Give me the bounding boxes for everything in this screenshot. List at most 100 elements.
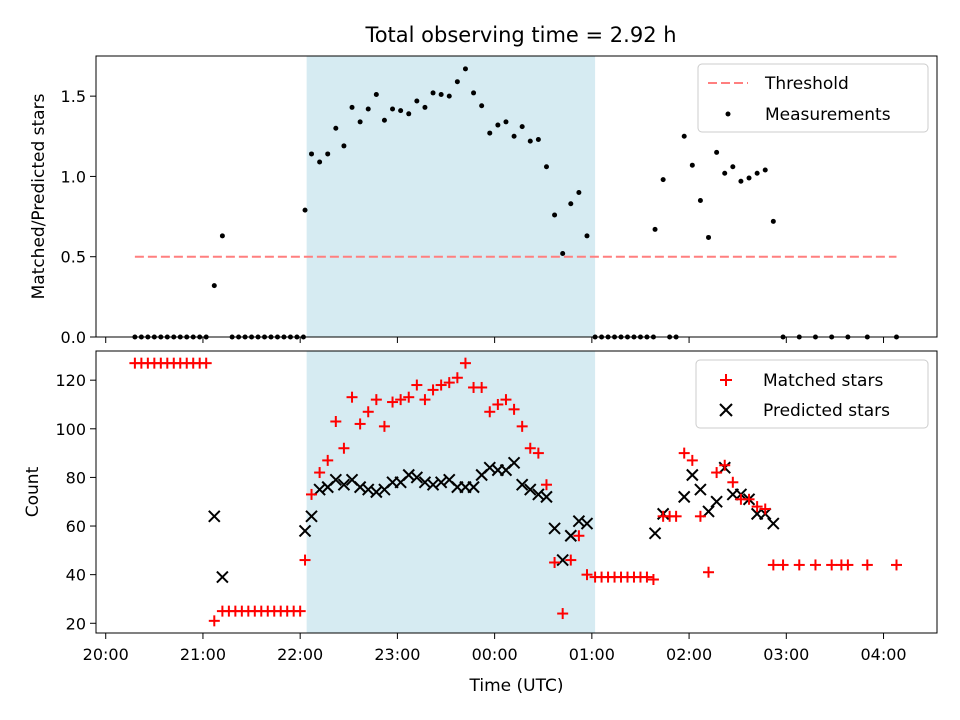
- matched-star-point: [362, 406, 374, 418]
- measurement-point: [479, 103, 485, 109]
- predicted-star-point: [298, 524, 312, 538]
- matched-star-point: [703, 566, 715, 578]
- ratio-y-tick-label: 1.5: [61, 87, 86, 106]
- predicted-star-point: [580, 517, 594, 530]
- measurement-point: [503, 119, 509, 125]
- measurement-point: [552, 212, 558, 218]
- measurement-point: [754, 170, 760, 176]
- matched-star-point: [581, 569, 593, 581]
- measurement-point: [317, 159, 323, 165]
- predicted-legend-swatch: [719, 403, 733, 417]
- x-tick-label: 20:00: [83, 645, 129, 664]
- matched-star-point: [759, 503, 771, 515]
- matched-star-point: [890, 559, 902, 571]
- measurement-point: [746, 175, 752, 181]
- measurement-point: [333, 125, 339, 131]
- matched-star-point: [678, 447, 690, 459]
- predicted-star-point: [410, 471, 424, 484]
- count-y-label: Count: [23, 466, 43, 517]
- predicted-star-point: [686, 468, 699, 482]
- measurement-point: [706, 234, 712, 240]
- observing-window-shade-top: [306, 56, 596, 337]
- measurement-point: [438, 92, 444, 98]
- measurement-point: [471, 90, 477, 96]
- predicted-star-point: [678, 490, 691, 504]
- threshold-legend-label: Threshold: [764, 74, 849, 94]
- matched-star-point: [842, 559, 854, 571]
- matched-star-point: [346, 391, 358, 403]
- measurement-point: [325, 151, 331, 157]
- predicted-star-point: [329, 473, 343, 487]
- ratio-axes-frame: [95, 55, 938, 338]
- predicted-star-point: [337, 478, 351, 491]
- matched-star-point: [395, 394, 407, 406]
- matched-star-point: [435, 379, 447, 391]
- predicted-star-point: [556, 553, 569, 567]
- measurement-point: [576, 189, 582, 195]
- predicted-star-point: [483, 461, 496, 474]
- ratio-y-ticks: 0.0 0.5 1.0 1.5: [61, 87, 96, 347]
- measurement-point: [430, 90, 436, 96]
- measurement-point: [689, 162, 695, 168]
- matched-star-point: [647, 574, 659, 586]
- measurement-point: [422, 104, 428, 110]
- measurement-point: [381, 117, 387, 123]
- measurement-point: [495, 122, 501, 128]
- count-y-tick-label: 80: [66, 468, 86, 487]
- predicted-star-point: [648, 527, 662, 540]
- count-y-tick-label: 40: [66, 566, 86, 585]
- predicted-star-point: [402, 468, 415, 482]
- measurement-point: [519, 124, 525, 130]
- measurement-point: [738, 178, 744, 184]
- matched-star-point: [451, 372, 463, 384]
- x-tick-label: 04:00: [860, 645, 906, 664]
- measurement-point: [714, 149, 720, 155]
- count-legend-box: [695, 359, 929, 429]
- measurement-point: [487, 130, 493, 136]
- count-y-tick-label: 60: [66, 517, 86, 536]
- ratio-y-tick-label: 0.5: [61, 248, 86, 267]
- matched-star-point: [694, 510, 706, 522]
- measurement-point: [219, 233, 225, 239]
- matched-star-point: [419, 394, 431, 406]
- matched-star-point: [826, 559, 838, 571]
- measurement-point: [365, 106, 371, 112]
- matched-star-point: [299, 554, 311, 566]
- measurement-point: [446, 93, 452, 99]
- measurement-point: [652, 226, 658, 232]
- measurements-legend-swatch: [725, 111, 731, 117]
- matched-star-point: [557, 608, 569, 620]
- matched-star-point: [322, 454, 334, 466]
- predicted-star-point: [548, 522, 561, 535]
- count-points: [129, 357, 902, 627]
- ratio-legend: Threshold Measurements: [697, 63, 929, 133]
- matched-star-point: [727, 476, 739, 488]
- predicted-star-point: [572, 514, 586, 528]
- matched-star-point: [686, 454, 698, 466]
- predicted-star-point: [313, 483, 326, 496]
- matched-star-point: [670, 510, 682, 522]
- predicted-star-point: [524, 483, 537, 496]
- measurement-point: [660, 177, 666, 183]
- x-tick-label: 21:00: [180, 645, 226, 664]
- measurement-point: [390, 106, 396, 112]
- x-tick-label: 03:00: [763, 645, 809, 664]
- ratio-y-tick-label: 1.0: [61, 167, 86, 186]
- predicted-star-point: [467, 480, 480, 494]
- matched-star-point: [809, 559, 821, 571]
- measurement-point: [584, 233, 590, 239]
- measurement-point: [357, 119, 363, 125]
- predicted-star-point: [564, 529, 577, 542]
- predicted-star-point: [426, 478, 440, 491]
- predicted-star-point: [702, 505, 715, 518]
- measurement-point: [681, 133, 687, 139]
- matched-star-point: [540, 479, 552, 491]
- measurement-point: [349, 104, 355, 110]
- predicted-star-point: [507, 456, 521, 470]
- matched-star-point: [508, 403, 520, 415]
- matched-star-point: [338, 442, 350, 454]
- measurement-point: [462, 66, 468, 72]
- matched-star-point: [354, 418, 366, 430]
- measurement-point: [730, 164, 736, 170]
